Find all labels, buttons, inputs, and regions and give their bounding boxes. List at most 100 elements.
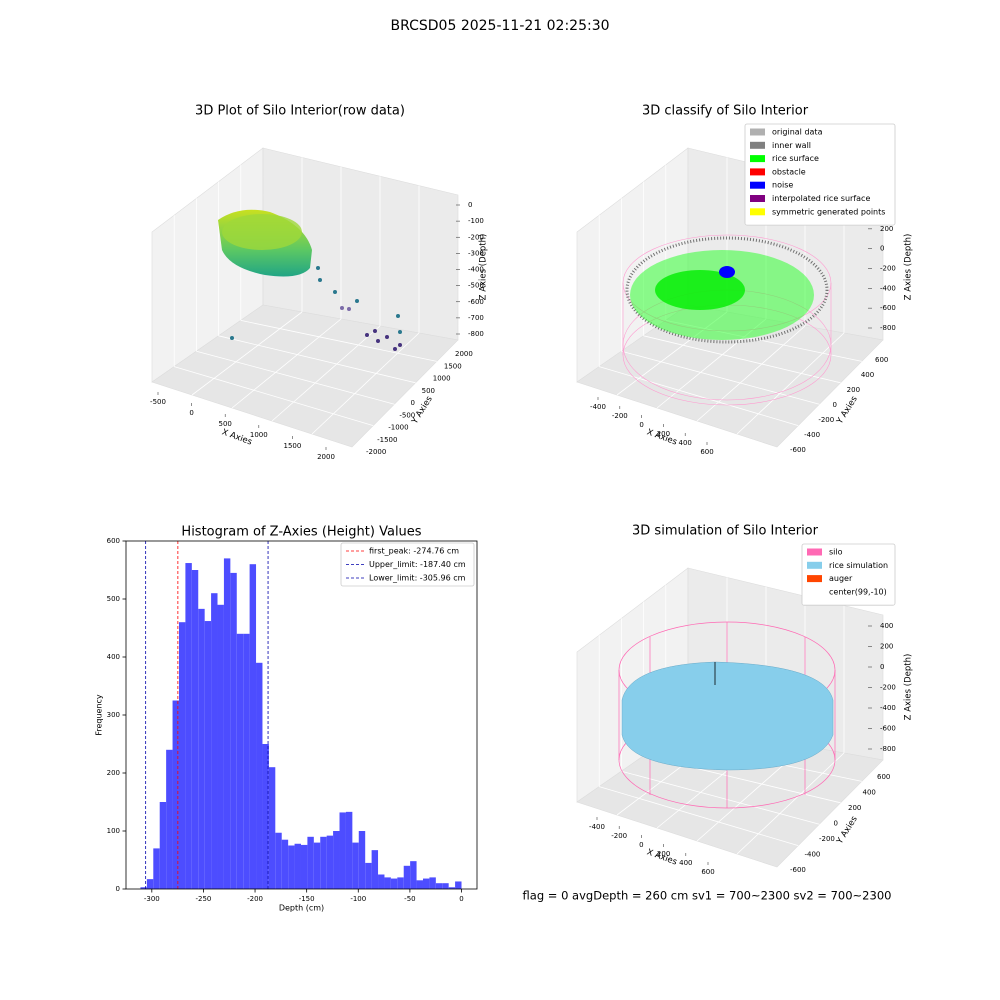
legend-label: center(99,-10) — [829, 587, 887, 596]
pane-grid — [736, 752, 845, 855]
y-tick-label: 200 — [848, 804, 861, 812]
y-tick-label: -1500 — [377, 436, 397, 444]
pane-grid — [196, 350, 395, 405]
y-tick-label: 1000 — [433, 375, 451, 383]
pane-grid — [599, 366, 799, 426]
z-tick-label: -400 — [468, 266, 484, 274]
x-tick-label: 200 — [657, 430, 670, 438]
z-tick-label: 0 — [880, 245, 884, 253]
bar — [339, 812, 346, 889]
bar — [146, 879, 154, 889]
legend-label: rice simulation — [829, 561, 888, 570]
y-tick-label: 0 — [834, 820, 838, 828]
legend-label: auger — [829, 574, 853, 583]
y-tick-label: 400 — [107, 653, 120, 661]
x-tick-label: -200 — [612, 412, 628, 420]
legend-swatch — [750, 195, 765, 202]
x-tick-label: -400 — [590, 403, 606, 411]
bar — [410, 861, 417, 889]
x-tick-label: -200 — [247, 895, 263, 903]
x-tick-label: -400 — [589, 823, 605, 831]
z-tick-label: -400 — [880, 284, 896, 292]
y-tick-label: 500 — [107, 595, 120, 603]
x-tick-label: 600 — [700, 448, 713, 456]
y-tick-label: -400 — [805, 851, 821, 859]
bar — [140, 887, 147, 889]
y-tick-label: -2000 — [366, 448, 386, 456]
bar — [333, 831, 340, 889]
bar — [384, 877, 391, 889]
legend-swatch — [807, 548, 822, 556]
legend-label: rice surface — [772, 154, 819, 163]
y-tick-label: -600 — [790, 446, 806, 454]
x-tick-label: 600 — [701, 868, 714, 876]
pane-grid — [191, 311, 303, 396]
x-tick-label: 1500 — [283, 442, 301, 450]
z-tick-label: 200 — [880, 225, 893, 233]
legend-label: noise — [772, 181, 793, 190]
bar — [275, 832, 282, 889]
bar — [307, 836, 314, 889]
y-tick-label: 200 — [847, 386, 860, 394]
z-tick-label: -600 — [468, 298, 484, 306]
chart-title: 3D simulation of Silo Interior — [632, 524, 819, 539]
legend-swatch — [750, 181, 765, 189]
bar — [166, 749, 173, 889]
legend-swatch — [750, 128, 765, 136]
legend-label: Lower_limit: -305.96 cm — [369, 574, 466, 583]
bar — [365, 862, 372, 889]
pane-grid — [271, 325, 381, 422]
bar — [198, 608, 205, 889]
z-tick-label: -800 — [468, 330, 484, 338]
z-tick-label: -400 — [880, 704, 896, 712]
bar — [442, 883, 449, 889]
pane-grid — [218, 335, 416, 384]
y-tick-label: 400 — [861, 371, 874, 379]
floor-pane — [576, 304, 884, 448]
x-axis-label: Depth (cm) — [279, 904, 324, 913]
y-tick-label: 400 — [863, 789, 876, 797]
z-tick-label: 0 — [468, 201, 472, 209]
bar — [217, 604, 224, 889]
bar — [455, 881, 462, 889]
bar — [397, 877, 404, 889]
legend-label: Upper_limit: -187.40 cm — [369, 560, 466, 569]
y-tick-label: 0 — [116, 885, 120, 893]
chart-title: 3D Plot of Silo Interior(row data) — [195, 104, 405, 119]
y-tick-label: 1500 — [444, 362, 462, 370]
y-tick-label: 500 — [422, 387, 435, 395]
x-tick-label: -500 — [150, 398, 166, 406]
y-tick-label: 600 — [107, 537, 120, 545]
figure-title: BRCSD05 2025-11-21 02:25:30 — [390, 18, 609, 34]
x-tick-label: -50 — [404, 895, 415, 903]
bar — [236, 633, 244, 889]
x-tick-label: 500 — [219, 420, 232, 428]
x-tick-label: 0 — [189, 409, 193, 417]
z-tick-label: 400 — [880, 622, 893, 630]
legend-swatch — [807, 575, 822, 583]
legend-label: first_peak: -274.76 cm — [369, 547, 459, 556]
legend-box — [340, 542, 475, 587]
bar — [371, 850, 379, 889]
z-tick-label: -200 — [468, 233, 484, 241]
inner-wall — [625, 236, 829, 344]
legend-swatch — [807, 588, 822, 596]
legend-label: interpolated rice surface — [772, 194, 870, 203]
pane-grid — [311, 332, 420, 435]
bar — [313, 842, 321, 889]
bar — [352, 842, 359, 889]
footer-text: flag = 0 avgDepth = 260 cm sv1 = 700~230… — [523, 889, 892, 903]
x-tick-label: 0 — [639, 421, 643, 429]
pane-grid — [599, 786, 799, 846]
y-tick-label: 600 — [877, 773, 890, 781]
pane-grid — [643, 335, 841, 384]
z-tick-label: -200 — [880, 684, 896, 692]
x-tick-label: 0 — [639, 841, 643, 849]
bar — [345, 811, 353, 889]
bar — [294, 843, 301, 889]
x-tick-label: 200 — [657, 850, 670, 858]
bar — [281, 839, 289, 889]
bar — [243, 633, 250, 889]
y-tick-label: -1000 — [388, 424, 408, 432]
